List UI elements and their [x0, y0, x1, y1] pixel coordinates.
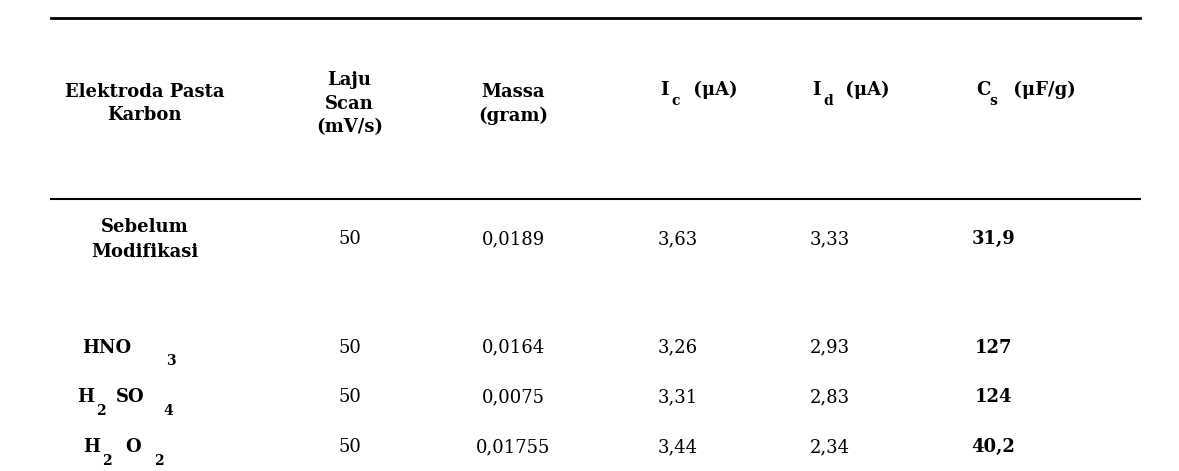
Text: Elektroda Pasta
Karbon: Elektroda Pasta Karbon [65, 83, 224, 124]
Text: 2: 2 [154, 454, 164, 468]
Text: 3,31: 3,31 [657, 389, 698, 406]
Text: 50: 50 [338, 230, 361, 248]
Text: 2: 2 [103, 454, 112, 468]
Text: 0,0075: 0,0075 [482, 389, 545, 406]
Text: Laju
Scan
(mV/s): Laju Scan (mV/s) [316, 71, 383, 136]
Text: d: d [824, 94, 834, 108]
Text: 0,0189: 0,0189 [482, 230, 545, 248]
Text: HNO: HNO [83, 339, 132, 357]
Text: 3,44: 3,44 [658, 438, 697, 456]
Text: I: I [660, 81, 668, 99]
Text: 4: 4 [163, 404, 173, 418]
Text: Massa
(gram): Massa (gram) [479, 82, 548, 125]
Text: 2,93: 2,93 [810, 339, 850, 357]
Text: 2: 2 [97, 404, 106, 418]
Text: H: H [78, 389, 94, 406]
Text: (μA): (μA) [838, 81, 889, 99]
Text: H: H [84, 438, 100, 456]
Text: 127: 127 [975, 339, 1012, 357]
Text: (μF/g): (μF/g) [1007, 81, 1076, 99]
Text: 3,26: 3,26 [657, 339, 697, 357]
Text: Sebelum
Modifikasi: Sebelum Modifikasi [91, 218, 198, 261]
Text: 2,34: 2,34 [810, 438, 850, 456]
Text: O: O [125, 438, 140, 456]
Text: 50: 50 [338, 339, 361, 357]
Text: 0,01755: 0,01755 [476, 438, 551, 456]
Text: s: s [990, 94, 997, 108]
Text: c: c [672, 94, 680, 108]
Text: 124: 124 [975, 389, 1012, 406]
Text: I: I [812, 81, 821, 99]
Text: 2,83: 2,83 [810, 389, 850, 406]
Text: 40,2: 40,2 [971, 438, 1015, 456]
Text: SO: SO [117, 389, 145, 406]
Text: (μA): (μA) [686, 81, 737, 99]
Text: 3: 3 [165, 354, 176, 368]
Text: 3,63: 3,63 [657, 230, 698, 248]
Text: C: C [976, 81, 990, 99]
Text: 0,0164: 0,0164 [482, 339, 545, 357]
Text: 50: 50 [338, 438, 361, 456]
Text: 3,33: 3,33 [809, 230, 850, 248]
Text: 50: 50 [338, 389, 361, 406]
Text: 31,9: 31,9 [971, 230, 1015, 248]
